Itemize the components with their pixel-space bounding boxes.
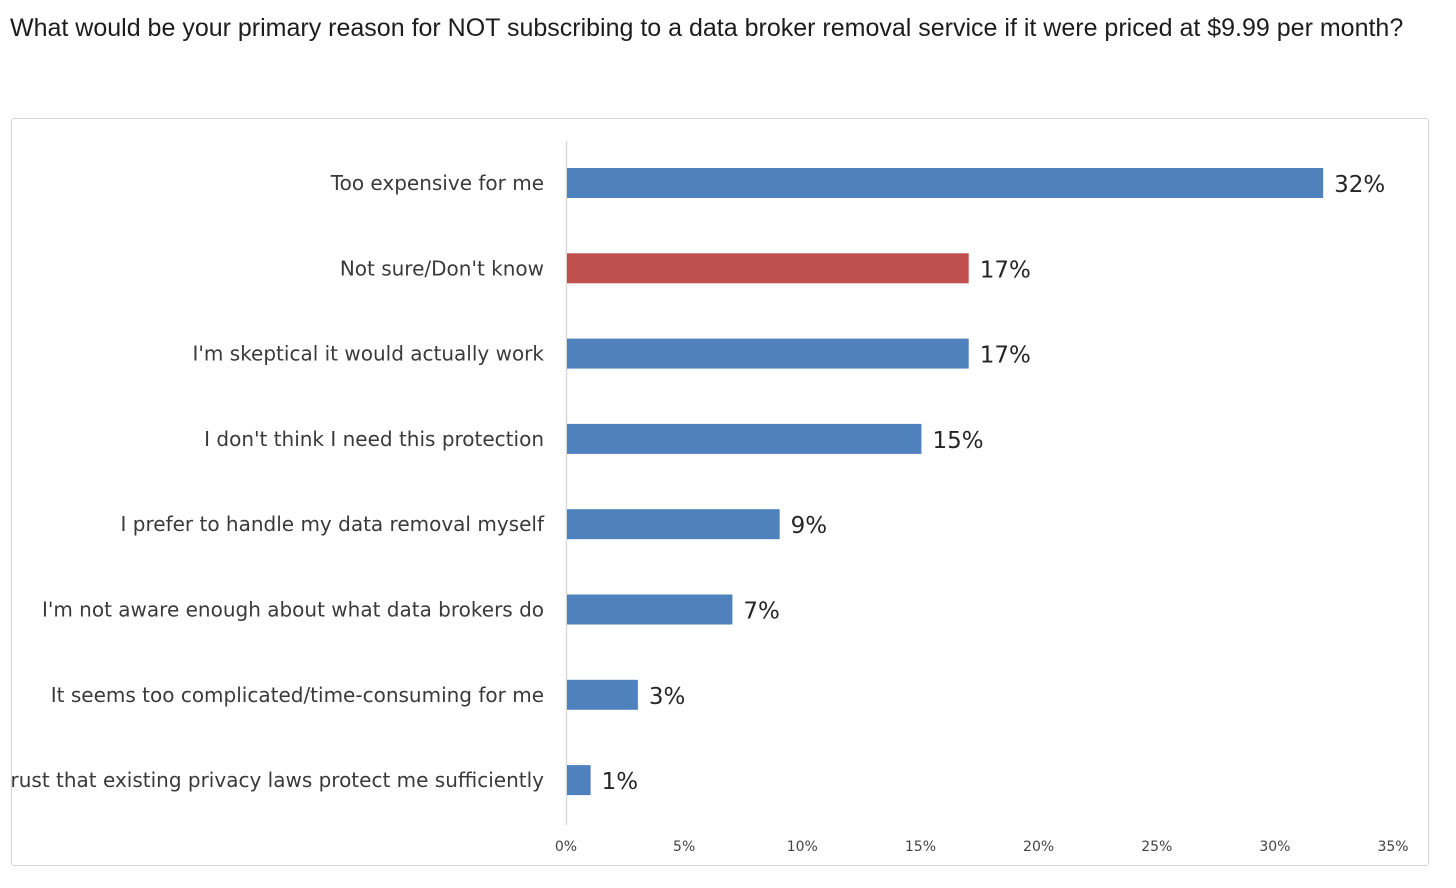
data-label: 17% — [980, 257, 1031, 283]
data-label: 15% — [932, 428, 983, 454]
category-label: I'm skeptical it would actually work — [193, 342, 545, 366]
bar — [567, 765, 591, 796]
bar — [567, 679, 638, 710]
category-label: I prefer to handle my data removal mysel… — [121, 512, 545, 536]
category-label: I trust that existing privacy laws prote… — [12, 768, 544, 792]
category-label: Too expensive for me — [330, 171, 544, 195]
data-label: 9% — [791, 513, 828, 539]
bar — [567, 594, 733, 625]
question-text: What would be your primary reason for NO… — [10, 14, 1404, 42]
bar-chart: Too expensive for me 32% Not sure/Don't kn… — [12, 141, 1409, 855]
x-tick-label: 15% — [905, 839, 936, 855]
category-label: I'm not aware enough about what data bro… — [42, 598, 544, 622]
chart-container: Too expensive for me 32% Not sure/Don't kn… — [11, 118, 1429, 866]
data-label: 17% — [980, 343, 1031, 369]
x-tick-label: 5% — [673, 839, 695, 855]
x-tick-label: 25% — [1141, 839, 1172, 855]
data-label: 7% — [743, 599, 780, 625]
x-tick-label: 0% — [555, 839, 577, 855]
data-label: 1% — [602, 769, 639, 795]
data-label: 32% — [1334, 172, 1385, 198]
data-label: 3% — [649, 684, 686, 710]
category-label: Not sure/Don't know — [340, 256, 544, 280]
x-tick-label: 10% — [787, 839, 818, 855]
bar — [567, 423, 922, 454]
category-label: It seems too complicated/time-consuming … — [51, 683, 544, 707]
bar — [567, 338, 969, 369]
category-label: I don't think I need this protection — [204, 427, 544, 451]
bar — [567, 509, 780, 540]
x-tick-label: 30% — [1259, 839, 1290, 855]
x-tick-label: 20% — [1023, 839, 1054, 855]
bar — [567, 253, 969, 284]
x-tick-label: 35% — [1377, 839, 1408, 855]
bar — [567, 168, 1324, 198]
